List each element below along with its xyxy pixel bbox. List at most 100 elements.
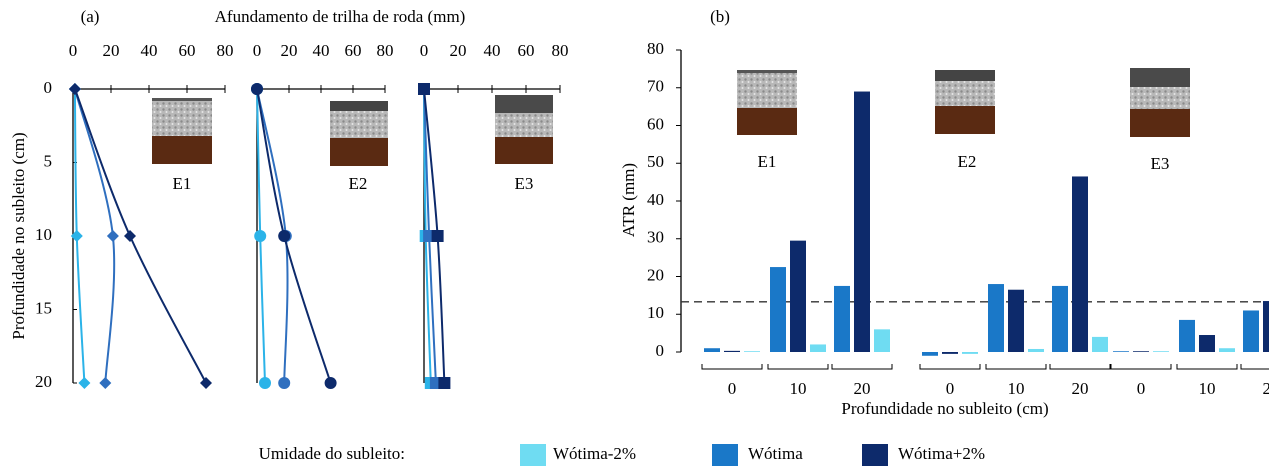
marker	[432, 230, 444, 242]
marker	[418, 83, 430, 95]
figure: (a) Afundamento de trilha de roda (mm) P…	[0, 0, 1269, 468]
bar	[1072, 176, 1088, 352]
x-tick-label: 40	[141, 41, 158, 60]
y-tick-label: 20	[35, 372, 52, 391]
x-tick-label: 40	[313, 41, 330, 60]
legend-label: Wótima	[748, 444, 803, 463]
bar	[962, 352, 978, 354]
bar	[1199, 335, 1215, 352]
bar	[1263, 301, 1269, 352]
category-bracket	[702, 364, 762, 369]
category-bracket	[1241, 364, 1269, 369]
marker	[325, 377, 337, 389]
x-tick-label: 10	[1008, 379, 1025, 398]
layer-images	[152, 68, 1190, 166]
x-tick-label: 0	[728, 379, 737, 398]
x-tick-label: 10	[1199, 379, 1216, 398]
y-tick-label: 5	[44, 151, 53, 170]
bar	[834, 286, 850, 352]
y-tick-label: 15	[35, 298, 52, 317]
y-tick-label: 80	[647, 39, 664, 58]
bar	[744, 351, 760, 352]
bar	[854, 92, 870, 352]
panel-title: (a)	[81, 7, 100, 26]
bar	[1052, 286, 1068, 352]
bar	[1092, 337, 1108, 352]
bar	[1008, 290, 1024, 352]
y-tick-label: 20	[647, 265, 664, 284]
y-tick-label: 0	[44, 78, 53, 97]
x-tick-label: 80	[217, 41, 234, 60]
bar	[942, 352, 958, 354]
y-tick-label: 60	[647, 114, 664, 133]
marker	[69, 83, 81, 95]
legend-label: Wótima-2%	[553, 444, 636, 463]
bar	[1028, 349, 1044, 352]
marker	[254, 230, 266, 242]
group-label: E1	[758, 152, 777, 171]
x-tick-label: 0	[420, 41, 429, 60]
x-tick-label: 20	[1263, 379, 1269, 398]
x-axis-title: Profundidade no subleito (cm)	[841, 399, 1048, 418]
marker	[438, 377, 450, 389]
y-tick-label: 40	[647, 190, 664, 209]
x-tick-label: 40	[484, 41, 501, 60]
bar	[1133, 351, 1149, 352]
bar	[922, 352, 938, 356]
x-axis-title: Afundamento de trilha de roda (mm)	[215, 7, 466, 26]
category-bracket	[768, 364, 828, 369]
y-tick-label: 70	[647, 77, 664, 96]
panel-title: (b)	[710, 7, 730, 26]
bar	[1153, 351, 1169, 352]
marker	[251, 83, 263, 95]
x-tick-label: 60	[518, 41, 535, 60]
category-bracket	[1050, 364, 1110, 369]
x-tick-label: 20	[1072, 379, 1089, 398]
marker	[107, 230, 119, 242]
bar	[790, 241, 806, 352]
legend-swatch	[712, 444, 738, 466]
series-line	[257, 89, 331, 383]
x-tick-label: 0	[1137, 379, 1146, 398]
x-tick-label: 20	[450, 41, 467, 60]
panel-label: E2	[349, 174, 368, 193]
panel-label: E1	[173, 174, 192, 193]
group-label: E2	[958, 152, 977, 171]
x-tick-label: 80	[377, 41, 394, 60]
marker	[78, 377, 90, 389]
x-tick-label: 10	[790, 379, 807, 398]
bar	[724, 351, 740, 352]
bar	[770, 267, 786, 352]
legend-swatch	[520, 444, 546, 466]
bar	[1243, 310, 1259, 352]
marker	[124, 230, 136, 242]
bar	[704, 348, 720, 352]
category-bracket	[986, 364, 1046, 369]
x-tick-label: 0	[69, 41, 78, 60]
legend-label: Wótima+2%	[898, 444, 985, 463]
bar	[810, 344, 826, 352]
y-tick-label: 10	[35, 225, 52, 244]
category-bracket	[1177, 364, 1237, 369]
legend-title: Umidade do subleito:	[259, 444, 405, 463]
marker	[259, 377, 271, 389]
x-tick-label: 0	[253, 41, 262, 60]
y-tick-label: 30	[647, 228, 664, 247]
marker	[200, 377, 212, 389]
x-tick-label: 80	[552, 41, 569, 60]
bar	[874, 329, 890, 352]
bar	[1219, 348, 1235, 352]
x-tick-label: 60	[345, 41, 362, 60]
marker	[99, 377, 111, 389]
marker	[278, 377, 290, 389]
group-label: E3	[1151, 154, 1170, 173]
marker	[278, 230, 290, 242]
x-tick-label: 20	[103, 41, 120, 60]
x-tick-label: 60	[179, 41, 196, 60]
bar	[988, 284, 1004, 352]
y-tick-label: 50	[647, 152, 664, 171]
x-tick-label: 20	[854, 379, 871, 398]
panel-label: E3	[515, 174, 534, 193]
category-bracket	[1111, 364, 1171, 369]
x-tick-label: 20	[281, 41, 298, 60]
